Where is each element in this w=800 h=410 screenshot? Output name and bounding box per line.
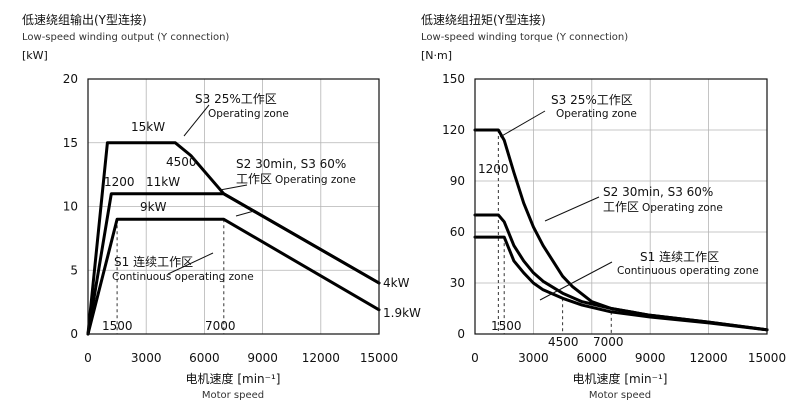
chart-output-frame bbox=[87, 78, 380, 335]
chart-output-ylabel: [kW] bbox=[22, 49, 48, 62]
ann-s1-zone: S1 连续工作区 bbox=[114, 254, 193, 269]
x-tick-label: 6000 bbox=[189, 351, 220, 365]
ann-4kw: 4kW bbox=[383, 276, 410, 290]
y-tick-label: 15 bbox=[63, 136, 78, 150]
y-tick-label: 120 bbox=[442, 123, 465, 137]
x-tick-label: 3000 bbox=[131, 351, 162, 365]
series-torque-2 bbox=[473, 213, 769, 332]
y-tick-label: 5 bbox=[70, 263, 78, 277]
leader-s2b-output bbox=[235, 210, 255, 217]
y-tick-label: 10 bbox=[63, 200, 78, 214]
chart-output-subtitle: Low-speed winding output (Y connection) bbox=[22, 32, 229, 43]
ann-torque-s2-zone: S2 30min, S3 60% bbox=[603, 185, 713, 199]
chart-torque-guides bbox=[497, 130, 612, 334]
y-tick-label: 0 bbox=[70, 327, 78, 341]
leader-s2-output bbox=[219, 184, 248, 191]
chart-torque-subtitle: Low-speed winding torque (Y connection) bbox=[421, 32, 628, 43]
y-tick-label: 20 bbox=[63, 72, 78, 86]
series-output-3 bbox=[86, 217, 381, 336]
x-tick-label: 15000 bbox=[360, 351, 398, 365]
chart-torque: 低速绕组扭矩(Y型连接) Low-speed winding torque (Y… bbox=[421, 12, 786, 401]
ann-9kw: 9kW bbox=[140, 200, 167, 214]
chart-torque-ylabel: [N·m] bbox=[421, 49, 452, 62]
ann-7000: 7000 bbox=[205, 319, 236, 333]
y-tick-label: 60 bbox=[450, 225, 465, 239]
leader-s3-torque bbox=[499, 110, 546, 138]
x-tick-label: 12000 bbox=[690, 351, 728, 365]
ann-torque-s3-zone: S3 25%工作区 bbox=[551, 93, 633, 107]
chart-output-series bbox=[86, 141, 381, 336]
ann-s1-zone-en: Continuous operating zone bbox=[112, 271, 254, 283]
chart-output-title: 低速绕组输出(Y型连接) bbox=[22, 12, 147, 27]
ann-1500: 1500 bbox=[102, 319, 133, 333]
chart-output-xlabel: 电机速度 [min⁻¹] bbox=[186, 371, 281, 386]
ann-torque-1200: 1200 bbox=[478, 162, 509, 176]
leader-s2-torque bbox=[544, 196, 600, 222]
ann-torque-s2-zone-en: Operating zone bbox=[642, 202, 723, 214]
ann-torque-s3-zone-en: Operating zone bbox=[556, 108, 637, 120]
chart-torque-series bbox=[473, 128, 769, 332]
series-torque-3 bbox=[473, 235, 769, 332]
chart-torque-yticks: 0 30 60 90 120 150 bbox=[442, 72, 465, 341]
ann-11kw: 11kW bbox=[146, 175, 180, 189]
y-tick-label: 0 bbox=[457, 327, 465, 341]
chart-torque-xlabel-sub: Motor speed bbox=[589, 390, 651, 401]
y-tick-label: 30 bbox=[450, 276, 465, 290]
ann-torque-7000: 7000 bbox=[593, 335, 624, 349]
chart-output-yticks: 0 5 10 15 20 bbox=[63, 72, 78, 341]
x-tick-label: 3000 bbox=[518, 351, 549, 365]
ann-1200: 1200 bbox=[104, 175, 135, 189]
ann-torque-s1-zone-en: Continuous operating zone bbox=[617, 265, 759, 277]
ann-torque-1500: 1500 bbox=[491, 319, 522, 333]
series-output-1 bbox=[86, 141, 381, 336]
series-torque-1 bbox=[473, 128, 769, 332]
x-tick-label: 0 bbox=[471, 351, 479, 365]
ann-torque-s2-zone-cn: 工作区 bbox=[603, 200, 639, 214]
ann-s2-zone-en: Operating zone bbox=[275, 174, 356, 186]
x-tick-label: 0 bbox=[84, 351, 92, 365]
ann-torque-s1-zone: S1 连续工作区 bbox=[640, 249, 719, 264]
x-tick-label: 9000 bbox=[635, 351, 666, 365]
chart-output-guides bbox=[116, 219, 225, 334]
chart-torque-xlabel: 电机速度 [min⁻¹] bbox=[573, 371, 668, 386]
ann-s2-zone-cn: 工作区 bbox=[236, 172, 272, 186]
leader-s3-output bbox=[183, 104, 210, 137]
ann-torque-4500: 4500 bbox=[548, 335, 579, 349]
ann-15kw: 15kW bbox=[131, 120, 165, 134]
y-tick-label: 90 bbox=[450, 174, 465, 188]
chart-torque-xticks: 0 3000 6000 9000 12000 15000 bbox=[471, 351, 786, 365]
ann-s3-zone: S3 25%工作区 bbox=[195, 92, 277, 106]
leader-s1-torque bbox=[539, 261, 613, 301]
chart-output-xlabel-sub: Motor speed bbox=[202, 390, 264, 401]
x-tick-label: 15000 bbox=[748, 351, 786, 365]
x-tick-label: 9000 bbox=[247, 351, 278, 365]
ann-1-9kw: 1.9kW bbox=[383, 306, 421, 320]
ann-s3-zone-en: Operating zone bbox=[208, 108, 289, 120]
y-tick-label: 150 bbox=[442, 72, 465, 86]
ann-4500: 4500 bbox=[166, 155, 197, 169]
x-tick-label: 6000 bbox=[577, 351, 608, 365]
x-tick-label: 12000 bbox=[302, 351, 340, 365]
chart-torque-frame bbox=[474, 78, 768, 335]
ann-s2-zone: S2 30min, S3 60% bbox=[236, 157, 346, 171]
chart-output: 低速绕组输出(Y型连接) Low-speed winding output (Y… bbox=[22, 12, 421, 401]
leader-s1-output bbox=[167, 252, 214, 275]
series-output-2 bbox=[86, 192, 381, 336]
chart-output-xticks: 0 3000 6000 9000 12000 15000 bbox=[84, 351, 398, 365]
chart-torque-title: 低速绕组扭矩(Y型连接) bbox=[421, 12, 546, 27]
